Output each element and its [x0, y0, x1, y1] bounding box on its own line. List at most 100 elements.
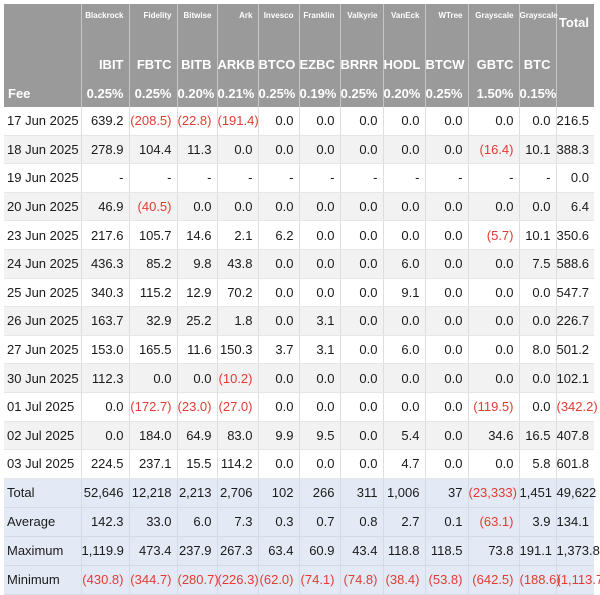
table-row: 26 Jun 2025 163.7 32.9 25.2 1.8 0.0 3.1 0.0 0.0 0… [4, 306, 600, 336]
flow-cell: (16.4) [468, 135, 520, 165]
flow-cell: 34.6 [468, 421, 520, 451]
row-date: 26 Jun 2025 [4, 306, 82, 336]
flow-cell: 0.0 [383, 363, 426, 393]
flow-cell: 0.0 [425, 192, 469, 222]
flow-cell: 4.7 [383, 449, 426, 479]
daily-flows: 17 Jun 2025 639.2 (208.5) (22.8) (191.4) 0.0 0… [4, 107, 600, 479]
issuer-name: Grayscale [468, 4, 520, 48]
summary-cell: 73.8 [468, 536, 520, 566]
fee-label: Fee [4, 80, 82, 107]
empty-header-cell [556, 48, 594, 80]
fee-value: 0.25% [258, 80, 300, 107]
flow-cell: - [217, 163, 259, 193]
flow-cell: 0.0 [383, 220, 426, 250]
flow-cell: 163.7 [81, 306, 130, 336]
flow-cell: 0.0 [258, 278, 300, 308]
flow-cell: 0.0 [340, 249, 384, 279]
row-date: 03 Jul 2025 [4, 449, 82, 479]
issuer-name: Bitwise [177, 4, 218, 48]
flow-cell: 0.0 [425, 220, 469, 250]
flow-cell: (119.5) [468, 392, 520, 422]
summary-cell: 142.3 [81, 507, 130, 537]
flow-cell: 0.0 [519, 306, 557, 336]
flow-cell: 9.5 [299, 421, 341, 451]
summary-cell: 37 [425, 478, 469, 508]
flow-cell: (27.0) [217, 392, 259, 422]
flow-cell: 0.0 [425, 335, 469, 365]
row-total-cell: 601.8 [556, 449, 594, 479]
table-row: 23 Jun 2025 217.6 105.7 14.6 2.1 6.2 0.0 0.0 0.0… [4, 220, 600, 250]
flow-cell: 0.0 [177, 192, 218, 222]
flow-cell: 639.2 [81, 107, 130, 136]
summary-cell: 60.9 [299, 536, 341, 566]
summary-cell: 118.5 [425, 536, 469, 566]
flow-cell: 0.0 [299, 135, 341, 165]
fee-value: 0.15% [519, 80, 557, 107]
flow-cell: 11.6 [177, 335, 218, 365]
flow-cell: 0.0 [519, 107, 557, 136]
flow-cell: 0.0 [340, 335, 384, 365]
summary-cell: (63.1) [468, 507, 520, 537]
row-date: 02 Jul 2025 [4, 421, 82, 451]
flow-cell: 0.0 [299, 278, 341, 308]
ticker-symbol: FBTC [129, 48, 178, 80]
flow-cell: 0.0 [425, 392, 469, 422]
flow-cell: 0.0 [81, 392, 130, 422]
flow-cell: (22.8) [177, 107, 218, 136]
summary-cell: 3.9 [519, 507, 557, 537]
ticker-symbol: IBIT [81, 48, 130, 80]
ticker-symbol: HODL [383, 48, 426, 80]
ticker-symbol: BTCO [258, 48, 300, 80]
ticker-symbol: BTC [519, 48, 557, 80]
flow-cell: 0.0 [258, 249, 300, 279]
flow-cell: 104.4 [129, 135, 178, 165]
flow-cell: 165.5 [129, 335, 178, 365]
flow-cell: - [425, 163, 469, 193]
issuer-name: VanEck [383, 4, 426, 48]
flow-cell: 43.8 [217, 249, 259, 279]
row-total-cell: 226.7 [556, 306, 594, 336]
flow-cell: 5.8 [519, 449, 557, 479]
table-row: 30 Jun 2025 112.3 0.0 0.0 (10.2) 0.0 0.0 0.0 0.0… [4, 363, 600, 393]
flow-cell: 0.0 [425, 306, 469, 336]
flow-cell: 9.1 [383, 278, 426, 308]
flow-cell: 184.0 [129, 421, 178, 451]
row-total-cell: 0.0 [556, 163, 594, 193]
flow-cell: 0.0 [340, 135, 384, 165]
flow-cell: 0.0 [258, 363, 300, 393]
flow-cell: (5.7) [468, 220, 520, 250]
row-date: 30 Jun 2025 [4, 363, 82, 393]
flow-cell: 9.9 [258, 421, 300, 451]
row-total-cell: 501.2 [556, 335, 594, 365]
summary-cell: 102 [258, 478, 300, 508]
flow-cell: 0.0 [519, 278, 557, 308]
fee-value: 0.21% [217, 80, 259, 107]
flow-cell: 217.6 [81, 220, 130, 250]
flow-cell: 112.3 [81, 363, 130, 393]
flow-cell: 0.0 [519, 363, 557, 393]
summary-row: Minimum (430.8) (344.7) (280.7) (226.3) (62.0… [4, 565, 600, 595]
flow-cell: 237.1 [129, 449, 178, 479]
flow-cell: 0.0 [129, 363, 178, 393]
empty-header-cell [556, 80, 594, 107]
summary-cell: 43.4 [340, 536, 384, 566]
summary-cell: (430.8) [81, 565, 130, 595]
summary-label: Total [4, 478, 82, 508]
flow-cell: 10.1 [519, 135, 557, 165]
row-total-cell: 350.6 [556, 220, 594, 250]
fee-header-row: Fee 0.25% 0.25% 0.20% 0.21% 0.25% 0.19% 0.25% 0… [4, 80, 600, 107]
corner-cell [4, 48, 82, 80]
issuer-name: Franklin [299, 4, 341, 48]
flow-cell: 0.0 [299, 249, 341, 279]
fee-value: 0.25% [340, 80, 384, 107]
flow-cell: 0.0 [340, 306, 384, 336]
summary-cell: 1,119.9 [81, 536, 130, 566]
row-total-cell: 588.6 [556, 249, 594, 279]
summary-cell: 6.0 [177, 507, 218, 537]
summary-cell: 134.1 [556, 507, 594, 537]
summary-cell: 191.1 [519, 536, 557, 566]
fee-value: 0.25% [425, 80, 469, 107]
summary-label: Maximum [4, 536, 82, 566]
flow-cell: - [383, 163, 426, 193]
flow-cell: (40.5) [129, 192, 178, 222]
